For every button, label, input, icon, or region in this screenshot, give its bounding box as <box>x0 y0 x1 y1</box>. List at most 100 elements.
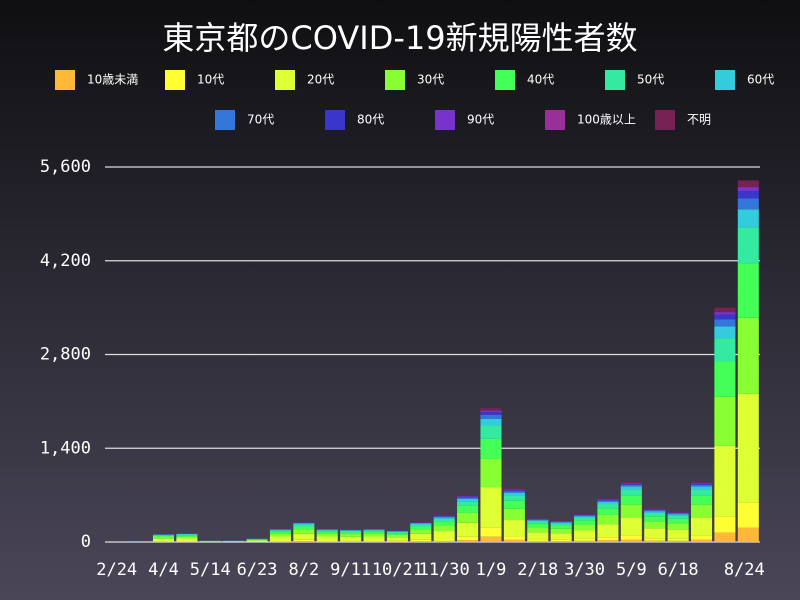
bar-segment <box>644 521 666 529</box>
bar-segment <box>316 530 338 532</box>
bar-segment <box>433 518 455 522</box>
bar-segment <box>503 489 525 491</box>
x-tick-label: 5/9 <box>616 560 647 580</box>
bar-segment <box>480 408 502 411</box>
bar-segment <box>363 541 385 542</box>
bar-segment <box>503 508 525 521</box>
bar-segment <box>620 486 642 490</box>
bar-segment <box>503 491 525 493</box>
legend-swatch <box>715 70 735 90</box>
bar-segment <box>176 535 198 537</box>
bar-segment <box>574 516 596 518</box>
bar-segment <box>457 512 479 523</box>
bar-segment <box>714 319 736 327</box>
bar-segment <box>737 187 759 192</box>
bar-segment <box>480 410 502 413</box>
bar-segment <box>690 504 713 518</box>
bar-segment <box>503 492 525 496</box>
bar-segment <box>574 524 596 531</box>
bar-segment <box>363 536 385 541</box>
bar-segment <box>152 535 175 536</box>
bar-segment <box>480 412 502 415</box>
bar-segment <box>550 541 572 542</box>
bar-segment <box>737 227 759 264</box>
bar-segment <box>433 539 455 541</box>
bar-segment <box>433 525 455 532</box>
bar-segment <box>620 489 642 496</box>
bar-segment <box>293 526 315 530</box>
bar-segment <box>269 533 291 537</box>
bar-segment <box>293 539 315 542</box>
bar-segment <box>480 425 502 439</box>
legend-swatch <box>545 110 565 130</box>
bar-segment <box>690 539 713 542</box>
legend-swatch <box>165 70 185 90</box>
bar-segment <box>550 539 572 542</box>
bar-segment <box>386 534 408 538</box>
bar-segment <box>620 484 642 487</box>
bar-segment <box>527 520 549 522</box>
bar-segment <box>597 514 619 525</box>
bar-segment <box>410 523 432 525</box>
bar-segment <box>386 533 408 535</box>
bar-segment <box>457 540 479 542</box>
bar-segment <box>410 524 432 527</box>
bar-segment <box>714 396 736 446</box>
bar-segment <box>690 495 713 505</box>
legend-label: 不明 <box>687 113 711 127</box>
bar-segment <box>410 529 432 534</box>
legend-label: 10歳未満 <box>87 73 138 87</box>
bar-segment <box>644 510 666 512</box>
bar-segment <box>737 317 759 394</box>
legend-label: 70代 <box>247 113 274 127</box>
bar-segment <box>620 482 642 484</box>
bar-segment <box>480 458 502 488</box>
bar-segment <box>480 536 502 542</box>
bar-segment <box>457 522 479 537</box>
bar-segment <box>503 500 525 509</box>
bar-segment <box>737 393 759 503</box>
legend-label: 30代 <box>417 73 444 87</box>
bar-segment <box>293 533 315 540</box>
bar-segment <box>527 527 549 533</box>
bar-segment <box>527 532 549 540</box>
bar-segment <box>690 483 713 485</box>
bar-segment <box>340 540 362 542</box>
bar-segment <box>667 523 689 530</box>
x-tick-label: 8/24 <box>724 560 765 580</box>
bar-segment <box>527 523 549 528</box>
x-tick-label: 5/14 <box>190 560 231 580</box>
bar-segment <box>644 509 666 511</box>
bar-segment <box>293 523 315 525</box>
bar-segment <box>620 517 642 536</box>
bar-segment <box>386 532 408 534</box>
bar-segment <box>714 312 736 315</box>
bar-segment <box>433 540 455 542</box>
x-tick-label: 6/18 <box>658 560 699 580</box>
bar-segment <box>690 489 713 496</box>
legend-label: 80代 <box>357 113 384 127</box>
bar-segment <box>574 540 596 542</box>
bar-segment <box>480 418 502 426</box>
bar-segment <box>737 527 759 542</box>
bar-segment <box>574 517 596 521</box>
bar-segment <box>152 537 175 539</box>
bar-segment <box>269 529 291 531</box>
legend-label: 50代 <box>637 73 664 87</box>
bar-segment <box>340 532 362 535</box>
bar-segment <box>293 529 315 534</box>
bar-segment <box>316 541 338 542</box>
bar-segment <box>503 520 525 537</box>
bar-segment <box>316 531 338 534</box>
legend-swatch <box>215 110 235 130</box>
legend-label: 10代 <box>197 73 224 87</box>
bar-segment <box>386 537 408 541</box>
legend-label: 90代 <box>467 113 494 127</box>
bar-segment <box>644 511 666 513</box>
bar-segment <box>480 527 502 537</box>
bar-segment <box>340 534 362 537</box>
bar-segment <box>433 521 455 526</box>
bar-segment <box>457 536 479 541</box>
bar-segment <box>737 198 759 210</box>
bar-segment <box>410 533 432 540</box>
